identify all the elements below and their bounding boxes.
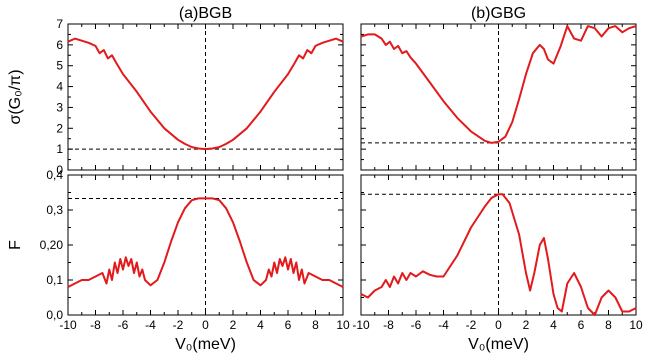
- series-line-b-bottom: [360, 193, 637, 316]
- y-tick-label: 6: [56, 38, 63, 52]
- x-tick-label: 0: [495, 318, 502, 332]
- x-tick-label: -2: [466, 318, 477, 332]
- x-tick-label: 6: [285, 318, 292, 332]
- y-tick-label: 0: [56, 163, 63, 177]
- series-line-b-top: [360, 25, 637, 144]
- x-tick-label: 10: [629, 318, 643, 332]
- x-tick-label: -10: [59, 318, 77, 332]
- y-tick-label: 7: [56, 17, 63, 31]
- y-tick-label: 0,3: [46, 203, 63, 217]
- x-tick-label: -6: [118, 318, 129, 332]
- series-line-a-top: [67, 37, 344, 151]
- y-axis-label: σ(G₀/π): [7, 69, 24, 124]
- x-tick-label: 10: [336, 318, 350, 332]
- x-tick-label: -4: [145, 318, 156, 332]
- x-tick-label: 4: [550, 318, 557, 332]
- x-tick-label: -6: [411, 318, 422, 332]
- x-axis-label: V₀(meV): [468, 336, 529, 353]
- y-tick-label: 0,1: [46, 273, 63, 287]
- x-tick-label: 8: [605, 318, 612, 332]
- y-axis-label: F: [7, 240, 24, 250]
- y-tick-label: 2: [56, 121, 63, 135]
- y-tick-label: 4: [56, 80, 63, 94]
- panel-title: (a)BGB: [179, 5, 232, 22]
- y-tick-label: 5: [56, 59, 63, 73]
- y-tick-label: 0,4: [46, 168, 63, 182]
- x-tick-label: 2: [523, 318, 530, 332]
- x-tick-label: -4: [438, 318, 449, 332]
- x-tick-label: -10: [352, 318, 370, 332]
- x-tick-label: 4: [257, 318, 264, 332]
- x-tick-label: 6: [578, 318, 585, 332]
- x-tick-label: 2: [230, 318, 237, 332]
- y-tick-label: 1: [56, 142, 63, 156]
- y-tick-label: 0,0: [46, 308, 63, 322]
- y-tick-label: 0,20: [40, 238, 64, 252]
- x-tick-label: 0: [202, 318, 209, 332]
- x-tick-label: -8: [90, 318, 101, 332]
- x-tick-label: -8: [383, 318, 394, 332]
- x-tick-label: 8: [312, 318, 319, 332]
- x-tick-label: -2: [173, 318, 184, 332]
- series-line-a-bottom: [67, 197, 344, 288]
- x-axis-label: V₀(meV): [175, 336, 236, 353]
- panel-title: (b)GBG: [471, 5, 526, 22]
- y-tick-label: 3: [56, 100, 63, 114]
